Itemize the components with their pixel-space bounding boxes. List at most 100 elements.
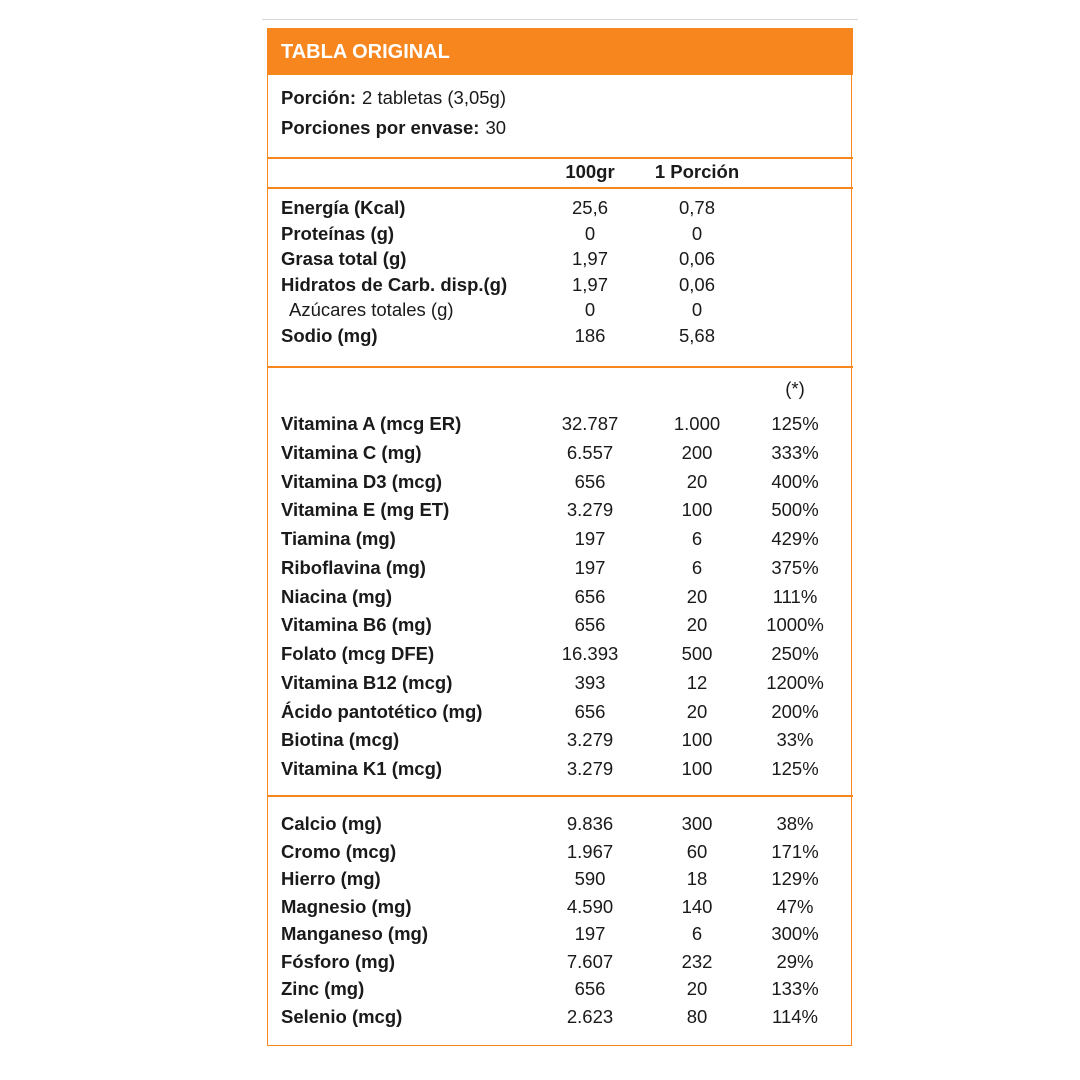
cell-value: 1000% [766, 614, 824, 636]
row-label: Calcio (mg) [281, 813, 382, 834]
cell-value: 3.279 [566, 499, 614, 521]
cell-value: 125% [771, 413, 819, 434]
row-label: Vitamina E (mg ET) [281, 499, 450, 521]
cell-value: 1.967 [566, 840, 614, 862]
cell-value: 32.787 [561, 413, 619, 434]
row-label: Proteínas (g) [281, 222, 395, 244]
cell-value: 20 [686, 614, 708, 636]
cell-value: 5,68 [678, 325, 716, 346]
cell-value: 20 [686, 585, 708, 607]
row-label: Biotina (mcg) [281, 729, 400, 751]
cell-value: 3.279 [566, 729, 614, 751]
cell-value: 375% [771, 556, 819, 578]
cell-value: 0 [584, 299, 596, 321]
cell-value: 197 [574, 923, 606, 945]
cell-value: 29% [776, 950, 814, 972]
serving-label: Porción: [281, 87, 357, 108]
cell-value: 6 [691, 528, 703, 549]
cell-value: 250% [771, 643, 819, 664]
cell-value: 7.607 [566, 950, 614, 972]
cell-value: 6 [691, 923, 703, 945]
cell-value: 0 [691, 299, 703, 321]
divider [267, 366, 853, 368]
table-frame [267, 28, 852, 1046]
cell-value: 9.836 [566, 813, 614, 834]
cell-value: 1200% [766, 671, 824, 693]
serving-value: 2 tabletas (3,05g) [362, 87, 507, 108]
cell-value: 25,6 [571, 197, 609, 218]
row-label: Energía (Kcal) [281, 197, 406, 218]
row-label: Magnesio (mg) [281, 895, 412, 917]
serving-label: Porciones por envase: [281, 117, 480, 138]
cell-value: 500% [771, 499, 819, 521]
cell-value: 400% [771, 470, 819, 492]
divider [267, 187, 853, 189]
cell-value: 129% [771, 868, 819, 890]
column-header: 100gr [565, 161, 615, 182]
cell-value: 232 [681, 950, 713, 972]
cell-value: 2.623 [566, 1005, 614, 1027]
cell-value: 0,06 [678, 273, 716, 295]
row-label: Hierro (mg) [281, 868, 381, 890]
row-label: Zinc (mg) [281, 978, 365, 1000]
row-label: Niacina (mg) [281, 585, 393, 607]
cell-value: 6 [691, 556, 703, 578]
cell-value: 100 [681, 499, 713, 521]
row-label: Riboflavina (mg) [281, 556, 426, 578]
row-label: Sodio (mg) [281, 325, 378, 346]
cell-value: 133% [771, 978, 819, 1000]
row-label: Vitamina A (mcg ER) [281, 413, 462, 434]
table-title: TABLA ORIGINAL [281, 41, 450, 63]
row-label: Tiamina (mg) [281, 528, 396, 549]
cell-value: 429% [771, 528, 819, 549]
cell-value: 0,78 [678, 197, 716, 218]
cell-value: 0 [584, 222, 596, 244]
cell-value: 656 [574, 700, 606, 722]
column-header: 1 Porción [654, 161, 740, 182]
row-label: Vitamina B6 (mg) [281, 614, 432, 636]
cell-value: 197 [574, 556, 606, 578]
cell-value: 656 [574, 470, 606, 492]
cell-value: 0 [691, 222, 703, 244]
cell-value: 12 [686, 671, 708, 693]
cell-value: 18 [686, 868, 708, 890]
row-label: Vitamina B12 (mcg) [281, 671, 453, 693]
cell-value: 590 [574, 868, 606, 890]
cell-value: 38% [776, 813, 814, 834]
divider [267, 795, 853, 797]
cell-value: 171% [771, 840, 819, 862]
cell-value: 6.557 [566, 441, 614, 463]
cell-value: 333% [771, 441, 819, 463]
cell-value: 80 [686, 1005, 708, 1027]
cell-value: 111% [772, 585, 818, 607]
cell-value: 20 [686, 978, 708, 1000]
row-label: Ácido pantotético (mg) [281, 700, 483, 722]
table-header: TABLA ORIGINAL [267, 28, 853, 75]
row-label: Vitamina K1 (mcg) [281, 758, 443, 779]
row-label: Selenio (mcg) [281, 1005, 403, 1027]
cell-value: 4.590 [566, 895, 614, 917]
cell-value: 0,06 [678, 248, 716, 270]
top-divider [262, 19, 858, 20]
serving-value: 30 [485, 117, 507, 138]
cell-value: 656 [574, 614, 606, 636]
cell-value: 100 [681, 758, 713, 779]
row-label: Grasa total (g) [281, 248, 407, 270]
row-label: Folato (mcg DFE) [281, 643, 435, 664]
row-label: Cromo (mcg) [281, 840, 397, 862]
cell-value: 300 [681, 813, 713, 834]
cell-value: 1.000 [673, 413, 721, 434]
row-label: Fósforo (mg) [281, 950, 396, 972]
cell-value: 140 [681, 895, 713, 917]
cell-value: 60 [686, 840, 708, 862]
cell-value: 3.279 [566, 758, 614, 779]
row-label: Vitamina D3 (mcg) [281, 470, 443, 492]
row-label: Azúcares totales (g) [289, 299, 454, 321]
cell-value: 186 [574, 325, 606, 346]
cell-value: 656 [574, 585, 606, 607]
cell-value: 300% [771, 923, 819, 945]
cell-value: 1,97 [571, 248, 609, 270]
cell-value: 197 [574, 528, 606, 549]
cell-value: 200 [681, 441, 713, 463]
